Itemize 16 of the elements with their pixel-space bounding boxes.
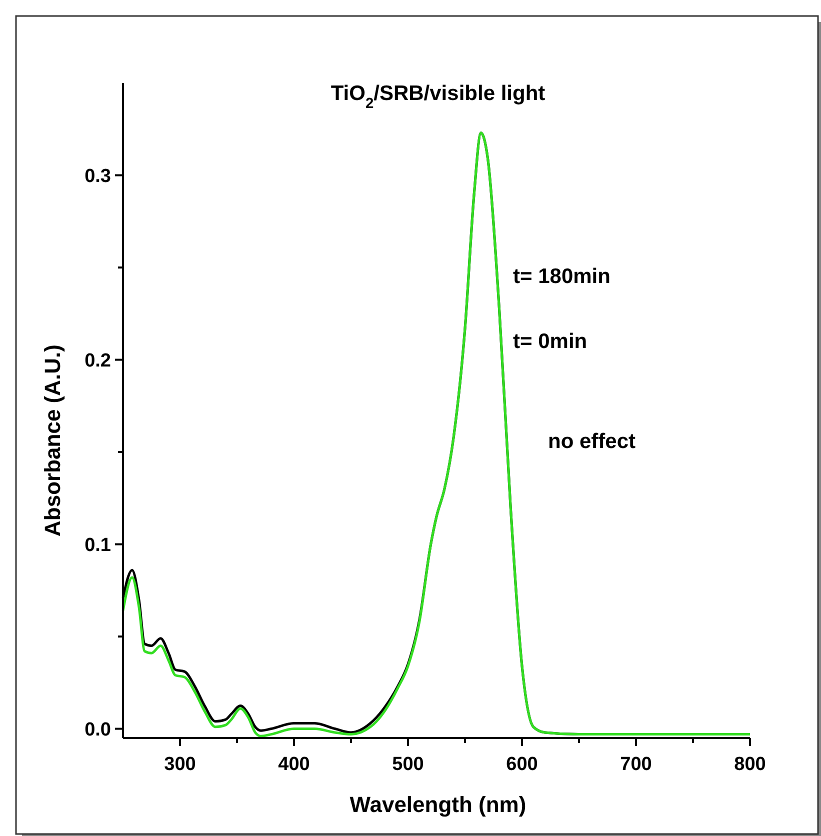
x-tick-label: 500 [392,754,424,775]
y-tick-label: 0.2 [84,350,111,372]
chart-title: TiO$_{2}$/SRB/visible light [330,82,546,112]
x-tick-label: 700 [620,754,652,775]
annotation: no effect [548,430,636,453]
y-tick-label: 0.0 [84,719,111,740]
y-tick-label: 0.1 [84,534,112,556]
x-tick-label: 800 [734,754,766,775]
x-tick-label: 600 [506,754,538,775]
annotation: t= 0min [513,330,588,353]
y-tick-label: 0.3 [84,166,111,187]
annotation: t= 180min [513,265,610,288]
x-tick-label: 400 [278,754,310,775]
y-axis-title: Absorbance (A.U.) [40,344,65,536]
x-tick-label: 300 [164,754,196,775]
x-axis-title: Wavelength (nm) [350,792,526,817]
